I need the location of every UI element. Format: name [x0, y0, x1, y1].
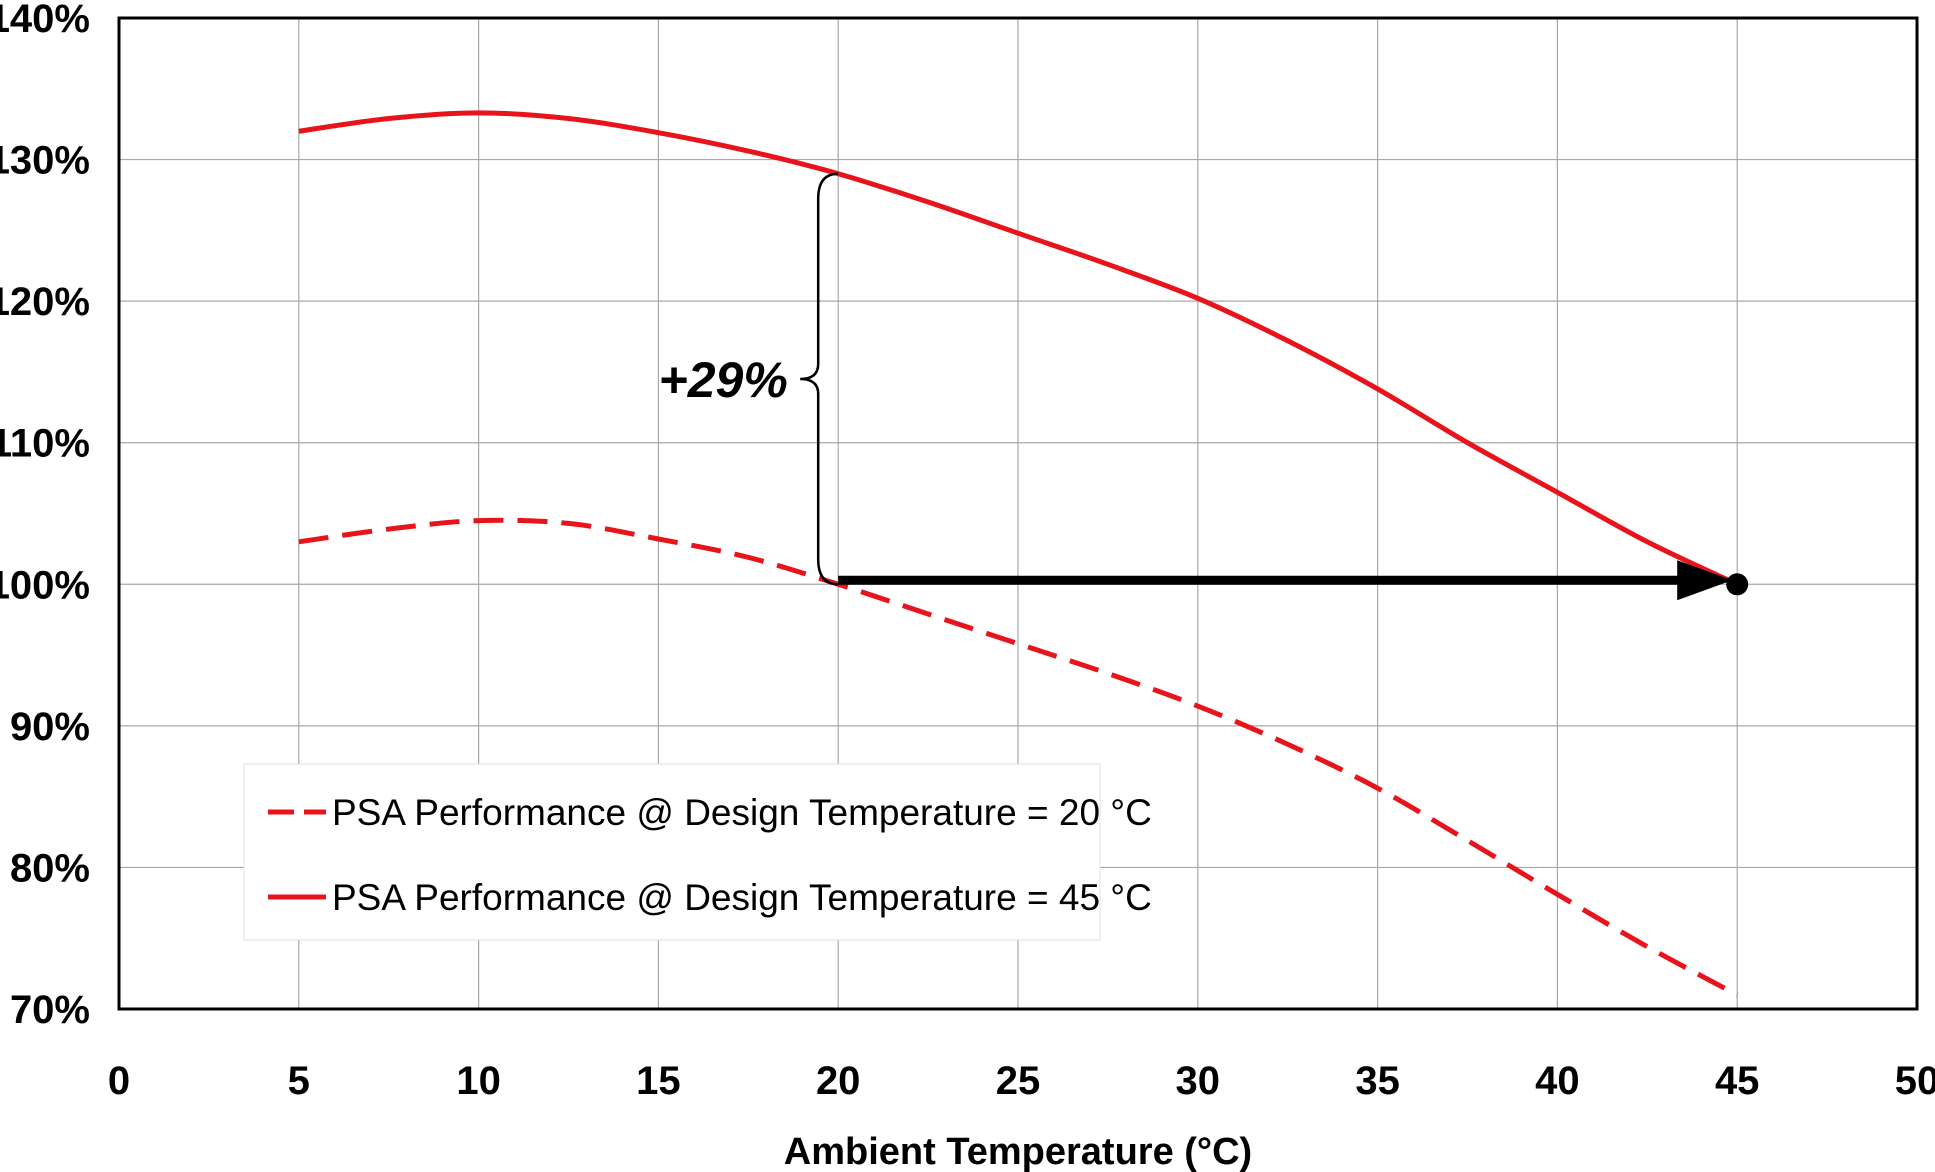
- endpoint-marker: [1726, 573, 1749, 596]
- series-line-2: [298, 110, 1739, 587]
- y-tick-label: 70%: [10, 988, 90, 1032]
- x-tick-label: 45: [1715, 1059, 1760, 1103]
- arrow-head-icon: [1677, 560, 1733, 601]
- legend-entry-1: PSA Performance @ Design Temperature = 2…: [332, 792, 1152, 833]
- x-axis-ticks: 0 5 10 15 20 25 30 35 40 45 50: [108, 1059, 1935, 1103]
- x-tick-label: 15: [636, 1059, 681, 1103]
- y-axis-ticks: 70% 80% 90% 100% 110% 120% 130% 140%: [0, 0, 90, 1032]
- x-tick-label: 10: [456, 1059, 501, 1103]
- x-tick-label: 20: [816, 1059, 861, 1103]
- y-tick-label: 130%: [0, 139, 90, 183]
- series-line-1: [298, 517, 1739, 998]
- y-tick-label: 80%: [10, 846, 90, 890]
- legend-entry-2: PSA Performance @ Design Temperature = 4…: [332, 877, 1152, 918]
- x-tick-label: 50: [1895, 1059, 1935, 1103]
- series-group: [298, 110, 1739, 998]
- brace-icon: [800, 172, 839, 586]
- y-tick-label: 120%: [0, 280, 90, 324]
- grid: [119, 18, 1917, 1009]
- annotation-label: +29%: [659, 352, 788, 408]
- x-axis-label: Ambient Temperature (°C): [784, 1131, 1252, 1172]
- x-tick-label: 35: [1355, 1059, 1400, 1103]
- x-tick-label: 5: [288, 1059, 310, 1103]
- x-tick-label: 25: [996, 1059, 1041, 1103]
- x-tick-label: 30: [1176, 1059, 1221, 1103]
- y-tick-label: 140%: [0, 0, 90, 41]
- y-tick-label: 100%: [0, 563, 90, 607]
- delta-annotation: +29%: [659, 172, 1749, 601]
- x-tick-label: 40: [1535, 1059, 1580, 1103]
- legend-box: [243, 763, 1101, 941]
- x-tick-label: 0: [108, 1059, 130, 1103]
- y-tick-label: 110%: [0, 422, 90, 466]
- plot-frame: [117, 16, 1919, 1011]
- legend: PSA Performance @ Design Temperature = 2…: [243, 763, 1152, 941]
- y-tick-label: 90%: [10, 705, 90, 749]
